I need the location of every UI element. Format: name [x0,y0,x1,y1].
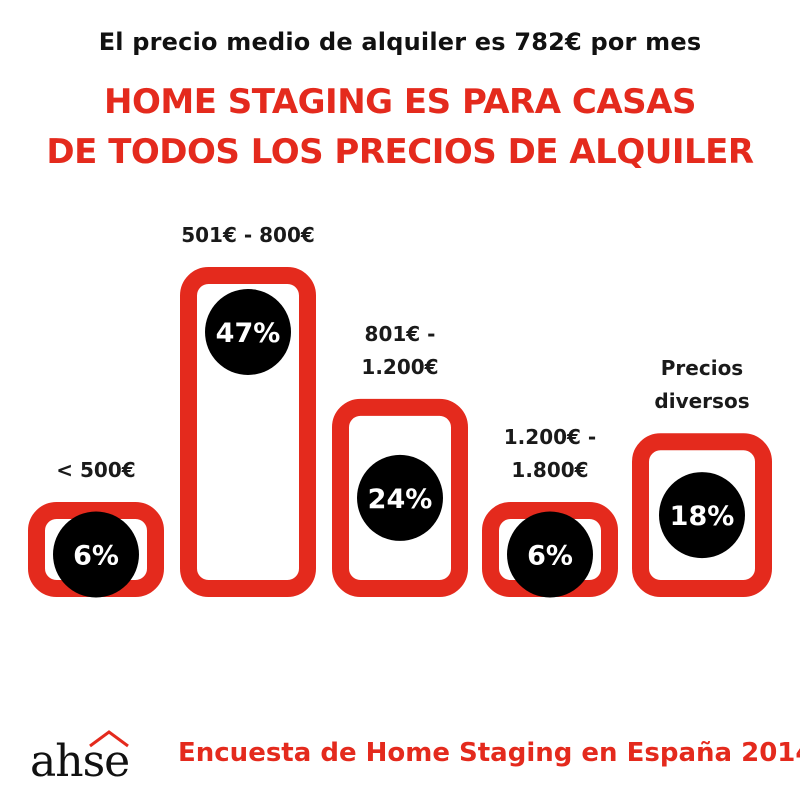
value-label: 18% [670,501,735,532]
value-badge [53,511,139,598]
roof-icon [89,730,129,748]
category-label: 1.200€ - [504,425,596,449]
category-label: diversos [654,389,749,413]
subtitle: El precio medio de alquiler es 782€ por … [98,28,702,56]
headline-line-1: HOME STAGING ES PARA CASAS [104,82,696,122]
logo-text: ahse [30,736,129,786]
survey-caption: Encuesta de Home Staging en España 2014 [178,738,800,768]
value-badge [357,454,443,541]
value-label: 47% [216,318,281,349]
value-badge [659,472,745,559]
value-label: 6% [73,541,119,572]
category-label: 501€ - 800€ [181,223,315,247]
category-label: Precios [661,356,743,380]
value-badge [507,511,593,598]
value-badge [205,289,291,375]
category-label: < 500€ [56,458,135,482]
category-label: 801€ - [365,322,436,346]
value-label: 6% [527,541,573,572]
headline-line-2: DE TODOS LOS PRECIOS DE ALQUILER [46,132,754,172]
ahse-logo: ahse [30,730,130,786]
category-label: 1.800€ [511,458,588,482]
category-label: 1.200€ [361,355,438,379]
value-label: 24% [368,484,433,515]
